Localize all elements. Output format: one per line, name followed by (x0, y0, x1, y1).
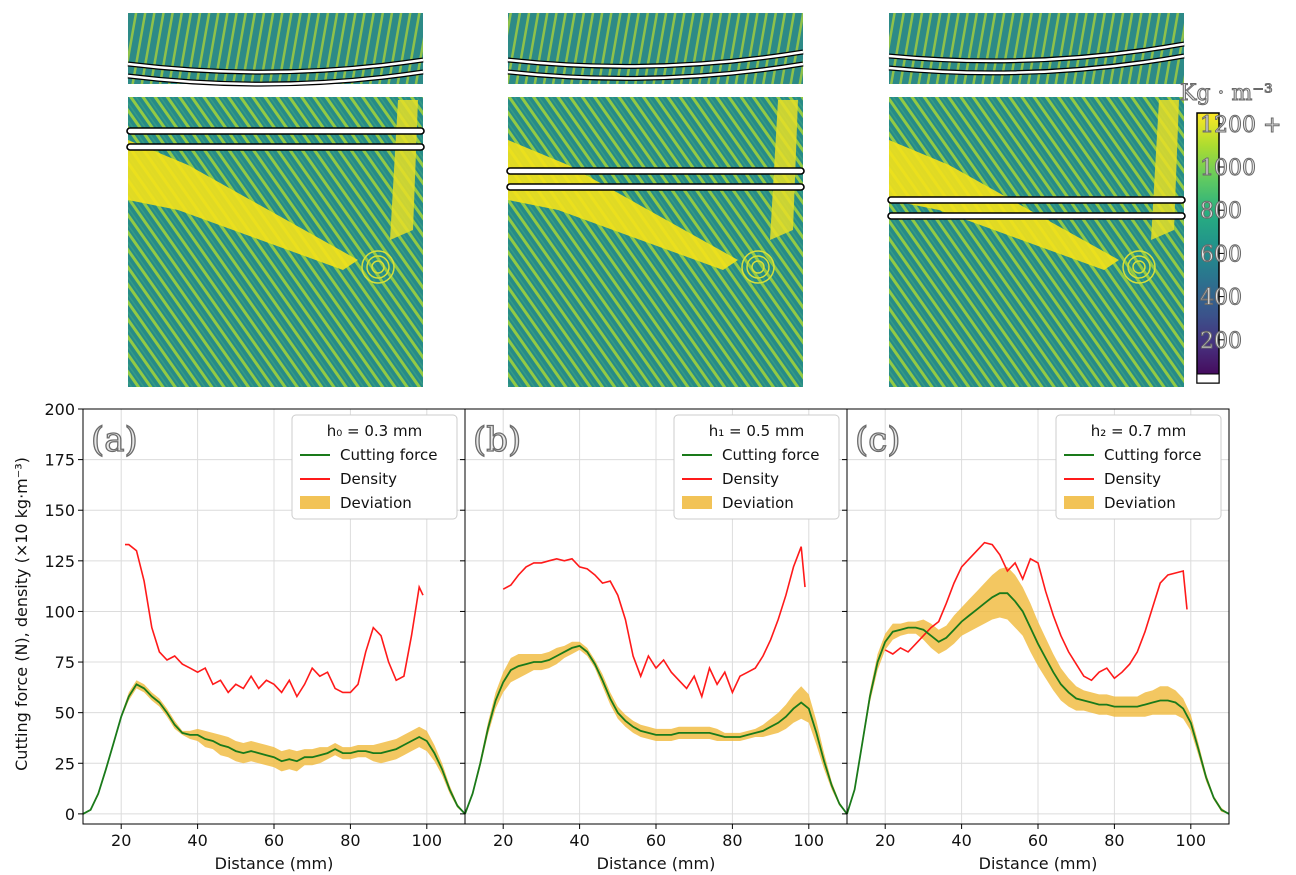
deviation-band (83, 680, 465, 814)
legend-box (673, 414, 840, 520)
legend-deviation-swatch (300, 496, 330, 509)
panel-label: (c) (855, 420, 901, 460)
chart-panel-2: 20 40 60 80 100 Distance (mm) (b) h₁ = 0.5 mm Cu… (460, 408, 848, 873)
density-map-images (126, 13, 1186, 387)
legend-density-label: Density (340, 470, 397, 488)
x-tick-label: 20 (875, 831, 895, 850)
deviation-band (847, 566, 1229, 814)
panel-label: (b) (473, 420, 521, 460)
legend-cutting-force-label: Cutting force (340, 446, 437, 464)
density-map-1 (126, 13, 425, 387)
legend: h₁ = 0.5 mm Cutting force Density Deviation (673, 414, 840, 520)
y-tick-label: 0 (65, 805, 75, 824)
density-line (502, 546, 806, 700)
colorbar-tick-label: 200 (1200, 329, 1242, 354)
legend: h₀ = 0.3 mm Cutting force Density Deviation (291, 414, 458, 520)
map-dense-band (889, 140, 1119, 270)
x-tick-label: 20 (493, 831, 513, 850)
legend-cutting-force-label: Cutting force (722, 446, 819, 464)
legend-density-label: Density (722, 470, 779, 488)
legend-deviation-label: Deviation (1104, 494, 1176, 512)
x-tick-label: 80 (722, 831, 742, 850)
y-tick-label: 50 (55, 704, 75, 723)
deviation-band (465, 641, 847, 814)
colorbar: Kg · m⁻³ 1200 + 1000 800 600 400 200 (1180, 81, 1282, 384)
density-line (884, 541, 1188, 682)
chart-panel-1: 20 40 60 80 100 Distance (mm) 0 25 50 75 100 125 150… (44, 400, 466, 873)
legend-box (291, 414, 458, 520)
panel-label: (a) (91, 420, 138, 460)
density-map-2 (506, 13, 805, 387)
colorbar-tick-label: 1200 + (1200, 113, 1281, 138)
legend-cutting-force-label: Cutting force (1104, 446, 1201, 464)
x-axis-label: Distance (mm) (979, 854, 1098, 873)
x-tick-label: 40 (951, 831, 971, 850)
x-tick-label: 60 (646, 831, 666, 850)
legend: h₂ = 0.7 mm Cutting force Density Deviation (1055, 414, 1222, 520)
y-tick-label: 100 (44, 602, 75, 621)
legend-title: h₀ = 0.3 mm (327, 422, 422, 440)
colorbar-tick-label: 600 (1200, 242, 1242, 267)
x-tick-label: 80 (340, 831, 360, 850)
x-tick-label: 100 (794, 831, 825, 850)
y-tick-label: 150 (44, 501, 75, 520)
cutting-force-line (846, 592, 1230, 815)
colorbar-unit: Kg · m⁻³ (1180, 81, 1273, 106)
x-tick-label: 20 (111, 831, 131, 850)
y-tick-label: 200 (44, 400, 75, 419)
legend-density-label: Density (1104, 470, 1161, 488)
legend-box (1055, 414, 1222, 520)
colorbar-tick-label: 1000 (1200, 156, 1256, 181)
cutting-force-line (464, 644, 848, 815)
legend-deviation-swatch (682, 496, 712, 509)
x-tick-label: 100 (412, 831, 443, 850)
x-tick-label: 60 (264, 831, 284, 850)
x-tick-label: 40 (187, 831, 207, 850)
y-tick-label: 25 (55, 754, 75, 773)
colorbar-tick-label: 800 (1200, 199, 1242, 224)
legend-deviation-label: Deviation (340, 494, 412, 512)
x-axis-label: Distance (mm) (597, 854, 716, 873)
map-dense-band (128, 140, 358, 270)
y-axis-label: Cutting force (N), density (×10 kg·m⁻³) (12, 457, 31, 771)
colorbar-tick-label: 400 (1200, 286, 1242, 311)
x-tick-label: 100 (1176, 831, 1207, 850)
legend-title: h₁ = 0.5 mm (709, 422, 804, 440)
y-tick-label: 75 (55, 653, 75, 672)
legend-deviation-label: Deviation (722, 494, 794, 512)
y-tick-label: 125 (44, 552, 75, 571)
chart-panel-3: 20 40 60 80 100 Distance (mm) (c) h₂ = 0.7 mm Cu… (842, 408, 1230, 873)
x-tick-label: 80 (1104, 831, 1124, 850)
x-tick-label: 60 (1028, 831, 1048, 850)
x-axis-label: Distance (mm) (215, 854, 334, 873)
legend-deviation-swatch (1064, 496, 1094, 509)
y-tick-label: 175 (44, 451, 75, 470)
legend-title: h₂ = 0.7 mm (1091, 422, 1186, 440)
density-line (125, 543, 424, 699)
density-map-3 (887, 13, 1186, 387)
x-tick-label: 40 (569, 831, 589, 850)
cutting-force-line (82, 683, 466, 815)
